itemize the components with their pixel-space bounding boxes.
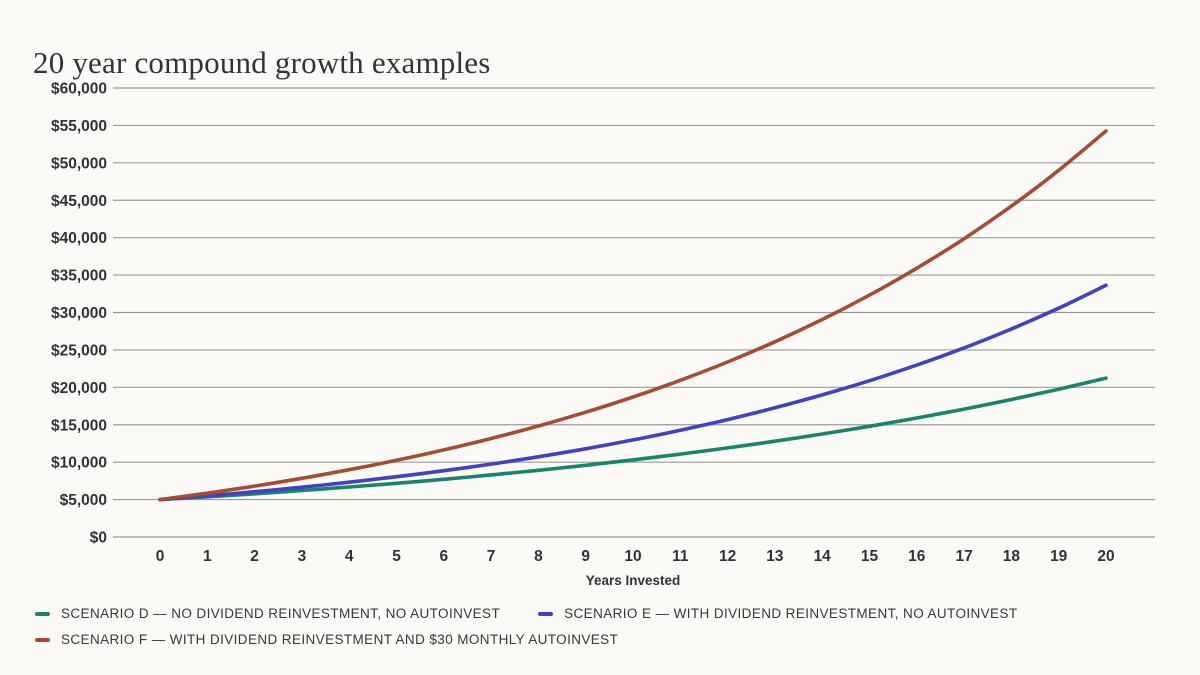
x-tick-label: 2 <box>250 548 259 565</box>
legend-item-scenario-d: SCENARIO D — NO DIVIDEND REINVESTMENT, N… <box>35 606 500 621</box>
x-axis-label: Years Invested <box>586 573 681 588</box>
y-tick-label: $40,000 <box>51 230 107 247</box>
x-tick-label: 0 <box>156 548 165 565</box>
legend-marker-scenario-e <box>538 611 554 616</box>
x-tick-label: 10 <box>624 548 641 565</box>
y-tick-label: $45,000 <box>51 193 107 210</box>
x-tick-label: 4 <box>345 548 354 565</box>
y-tick-label: $5,000 <box>60 492 107 509</box>
y-tick-label: $20,000 <box>51 380 107 397</box>
x-tick-label: 6 <box>439 548 448 565</box>
legend-label-scenario-d: SCENARIO D — NO DIVIDEND REINVESTMENT, N… <box>61 606 501 621</box>
line-scenario-d <box>158 376 1108 502</box>
x-tick-label: 17 <box>955 548 972 565</box>
x-tick-label: 11 <box>672 548 689 565</box>
x-tick-label: 20 <box>1097 548 1114 565</box>
line-scenario-f <box>158 129 1108 502</box>
legend-item-scenario-f: SCENARIO F — WITH DIVIDEND REINVESTMENT … <box>35 632 618 647</box>
x-tick-label: 16 <box>908 548 926 565</box>
x-tick-label: 14 <box>814 548 832 565</box>
legend-item-scenario-e: SCENARIO E — WITH DIVIDEND REINVESTMENT,… <box>538 606 1017 621</box>
y-tick-label: $55,000 <box>51 118 107 135</box>
x-tick-label: 1 <box>203 548 212 565</box>
x-tick-label: 18 <box>1003 548 1021 565</box>
y-tick-label: $30,000 <box>51 305 107 322</box>
legend-marker-scenario-f <box>35 637 50 642</box>
line-scenario-e <box>158 283 1108 502</box>
legend-label-scenario-e: SCENARIO E — WITH DIVIDEND REINVESTMENT,… <box>564 606 1018 621</box>
chart-title: 20 year compound growth examples <box>33 44 491 80</box>
x-tick-label: 5 <box>392 548 401 565</box>
x-tick-label: 7 <box>487 548 496 565</box>
y-tick-label: $60,000 <box>51 81 107 98</box>
x-tick-label: 12 <box>719 548 736 565</box>
legend-label-scenario-f: SCENARIO F — WITH DIVIDEND REINVESTMENT … <box>61 632 619 647</box>
y-tick-label: $35,000 <box>51 268 107 285</box>
y-tick-label: $10,000 <box>51 455 107 472</box>
x-tick-label: 8 <box>534 548 543 565</box>
x-tick-label: 13 <box>766 548 784 565</box>
x-tick-label: 19 <box>1050 548 1068 565</box>
y-tick-label: $50,000 <box>51 155 107 172</box>
y-tick-label: $25,000 <box>51 342 107 359</box>
x-tick-label: 3 <box>298 548 307 565</box>
chart-legend: SCENARIO D — NO DIVIDEND REINVESTMENT, N… <box>35 606 1170 647</box>
x-tick-label: 9 <box>581 548 590 565</box>
y-tick-label: $0 <box>90 530 107 547</box>
legend-marker-scenario-d <box>35 611 50 616</box>
y-tick-label: $15,000 <box>51 417 107 434</box>
x-tick-label: 15 <box>861 548 879 565</box>
